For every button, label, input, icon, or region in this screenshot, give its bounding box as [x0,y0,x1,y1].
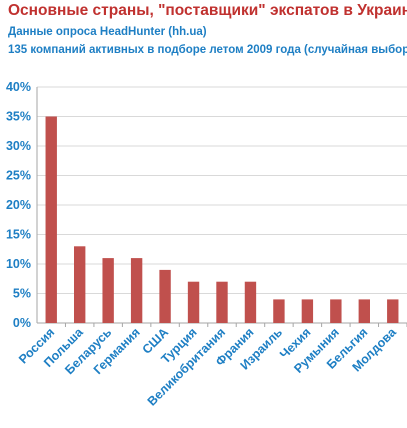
y-tick-label: 35% [6,110,31,124]
y-tick-label: 10% [6,257,31,271]
bar [358,299,370,323]
bar [244,281,257,323]
bar [74,246,86,323]
y-tick-label: 40% [6,80,31,94]
bar [216,281,228,323]
y-tick-label: 30% [6,139,31,153]
chart-title: Основные страны, "поставщики" экспатов в… [8,2,407,19]
bar [45,116,57,323]
bar [387,299,399,323]
bar [159,269,171,323]
y-tick-label: 0% [13,316,31,330]
y-tick-label: 20% [6,198,31,212]
y-tick-label: 15% [6,228,31,242]
bar [130,258,143,323]
bar [301,299,314,323]
bar [102,258,114,323]
chart-subtitle-line-2: 135 компаний активных в подборе летом 20… [8,44,407,56]
chart-subtitle-line-1: Данные опроса HeadHunter (hh.ua) [8,26,207,38]
bar [187,281,200,323]
bar [273,299,285,323]
y-tick-label: 25% [6,169,31,183]
y-tick-label: 5% [13,287,31,301]
bar [330,299,342,323]
